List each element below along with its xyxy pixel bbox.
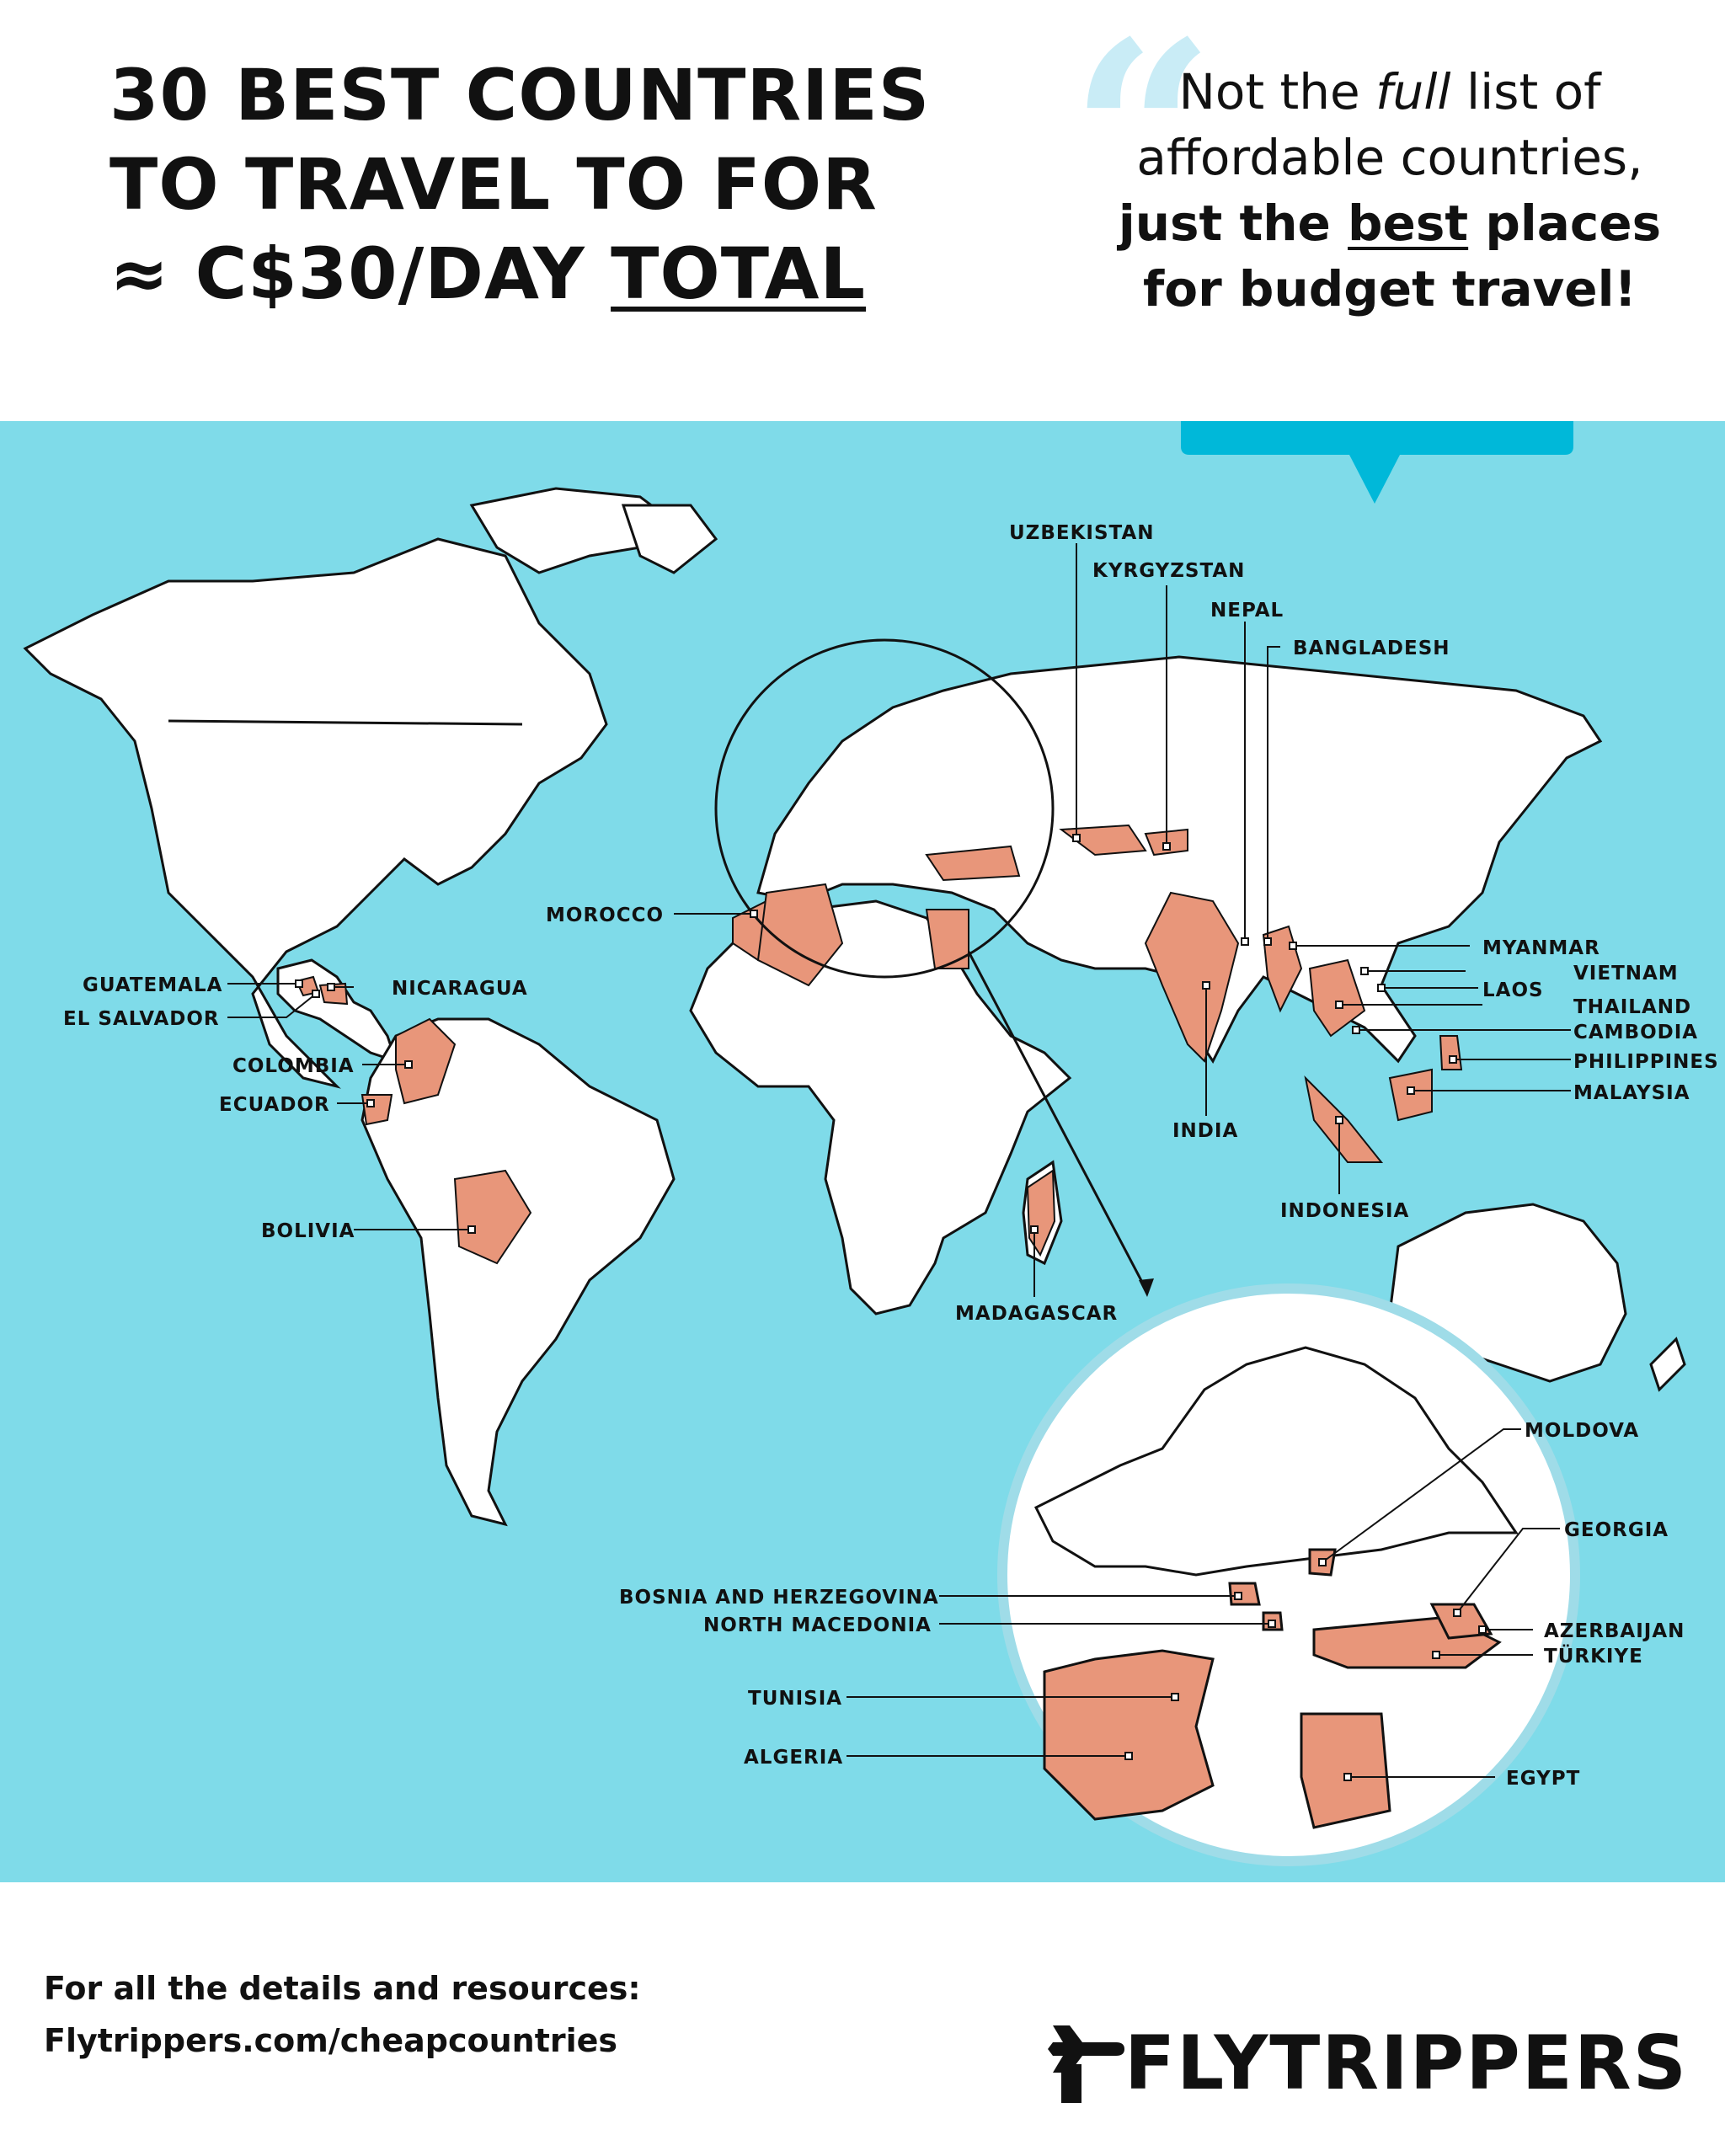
quote-part-2: list of [1450, 63, 1601, 120]
label-uzbekistan: UZBEKISTAN [1009, 522, 1155, 544]
europe-zoom-inset [997, 1283, 1580, 1866]
label-thailand: THAILAND [1573, 996, 1691, 1018]
quote-text: Not the full list of affordable countrie… [1087, 59, 1693, 322]
world-map: UZBEKISTAN KYRGYZSTAN NEPAL BANGLADESH M… [0, 421, 1725, 1882]
label-markers [295, 834, 1487, 1781]
title-line-1: 30 BEST COUNTRIES [109, 54, 931, 136]
label-nepal: NEPAL [1210, 600, 1284, 622]
label-vietnam: VIETNAM [1573, 963, 1679, 985]
label-india: INDIA [1172, 1120, 1238, 1142]
quote-mark-icon: “ [1070, 0, 1215, 283]
speech-callout-tab [1181, 421, 1573, 504]
title-line-2: TO TRAVEL TO FOR [109, 143, 878, 226]
brand-logo [1048, 2025, 1124, 2103]
label-georgia: GEORGIA [1564, 1519, 1669, 1541]
label-cambodia: CAMBODIA [1573, 1022, 1698, 1043]
brand-name: FLYTRIPPERS [1124, 2020, 1688, 2106]
label-el-salvador: EL SALVADOR [63, 1008, 220, 1030]
quote-line-3-suffix: places [1468, 195, 1662, 252]
label-laos: LAOS [1482, 979, 1544, 1001]
indochina-shape [1308, 958, 1366, 1038]
title-total-underlined: TOTAL [611, 232, 867, 315]
label-myanmar: MYANMAR [1482, 937, 1600, 959]
quote-line-3-prefix: just the [1118, 195, 1348, 252]
quote-line-2: affordable countries, [1136, 129, 1643, 186]
airplane-icon [1048, 2025, 1124, 2103]
country-labels: UZBEKISTAN KYRGYZSTAN NEPAL BANGLADESH M… [63, 522, 1719, 1790]
label-bolivia: BOLIVIA [261, 1220, 355, 1242]
uzbekistan-shape [1059, 824, 1147, 857]
label-colombia: COLOMBIA [232, 1055, 355, 1077]
label-tunisia: TUNISIA [748, 1688, 842, 1710]
india-shape [1144, 891, 1240, 1063]
footer-line-1: For all the details and resources: [44, 1970, 641, 2007]
label-leader-lines [227, 543, 1571, 1778]
zoom-arrow-line [967, 951, 1147, 1289]
label-kyrgyzstan: KYRGYZSTAN [1092, 560, 1245, 582]
label-guatemala: GUATEMALA [83, 974, 222, 996]
label-egypt: EGYPT [1506, 1768, 1580, 1790]
footer-resources: For all the details and resources: Flytr… [44, 1962, 641, 2067]
usa-canada-border [168, 719, 523, 726]
footer-url-link[interactable]: Flytrippers.com/cheapcountries [44, 2022, 618, 2059]
europe-focus-circle [714, 638, 1055, 979]
page-title: 30 BEST COUNTRIES TO TRAVEL TO FOR ≈ C$3… [109, 51, 985, 318]
bolivia-shape [453, 1169, 532, 1265]
label-bangladesh: BANGLADESH [1293, 638, 1450, 659]
quote-line-3: just the best places [1087, 190, 1693, 256]
label-indonesia: INDONESIA [1280, 1200, 1409, 1222]
label-bosnia: BOSNIA AND HERZEGOVINA [619, 1587, 939, 1609]
label-philippines: PHILIPPINES [1573, 1051, 1719, 1073]
label-turkiye: TÜRKIYE [1544, 1644, 1643, 1668]
quote-line-4: for budget travel! [1143, 260, 1637, 318]
algeria-shape [756, 883, 844, 987]
north-america-landmass [23, 487, 718, 1089]
label-moldova: MOLDOVA [1525, 1420, 1639, 1442]
label-nicaragua: NICARAGUA [392, 978, 528, 1000]
quote-line-1: Not the full list of [1087, 59, 1693, 125]
label-madagascar: MADAGASCAR [955, 1303, 1118, 1325]
philippines-shape [1439, 1035, 1463, 1070]
egypt-shape [925, 909, 969, 969]
south-america-landmass [360, 1017, 676, 1527]
quote-best-underlined: best [1348, 195, 1469, 252]
colombia-shape [395, 1017, 457, 1105]
label-algeria: ALGERIA [744, 1747, 843, 1769]
quote-italic: full [1375, 63, 1451, 120]
label-ecuador: ECUADOR [219, 1094, 330, 1116]
zoom-arrow-head [1139, 1278, 1154, 1297]
turkiye-shape [925, 845, 1021, 882]
label-morocco: MOROCCO [546, 905, 664, 926]
label-azerbaijan: AZERBAIJAN [1544, 1620, 1685, 1642]
quote-part-1: Not the [1178, 63, 1376, 120]
title-line-3: ≈ C$30/DAY TOTAL [109, 229, 985, 318]
title-line-3-prefix: ≈ C$30/DAY [109, 232, 611, 315]
label-north-macedonia: NORTH MACEDONIA [703, 1614, 932, 1636]
label-malaysia: MALAYSIA [1573, 1082, 1690, 1104]
world-map-svg: UZBEKISTAN KYRGYZSTAN NEPAL BANGLADESH M… [23, 421, 1719, 1866]
